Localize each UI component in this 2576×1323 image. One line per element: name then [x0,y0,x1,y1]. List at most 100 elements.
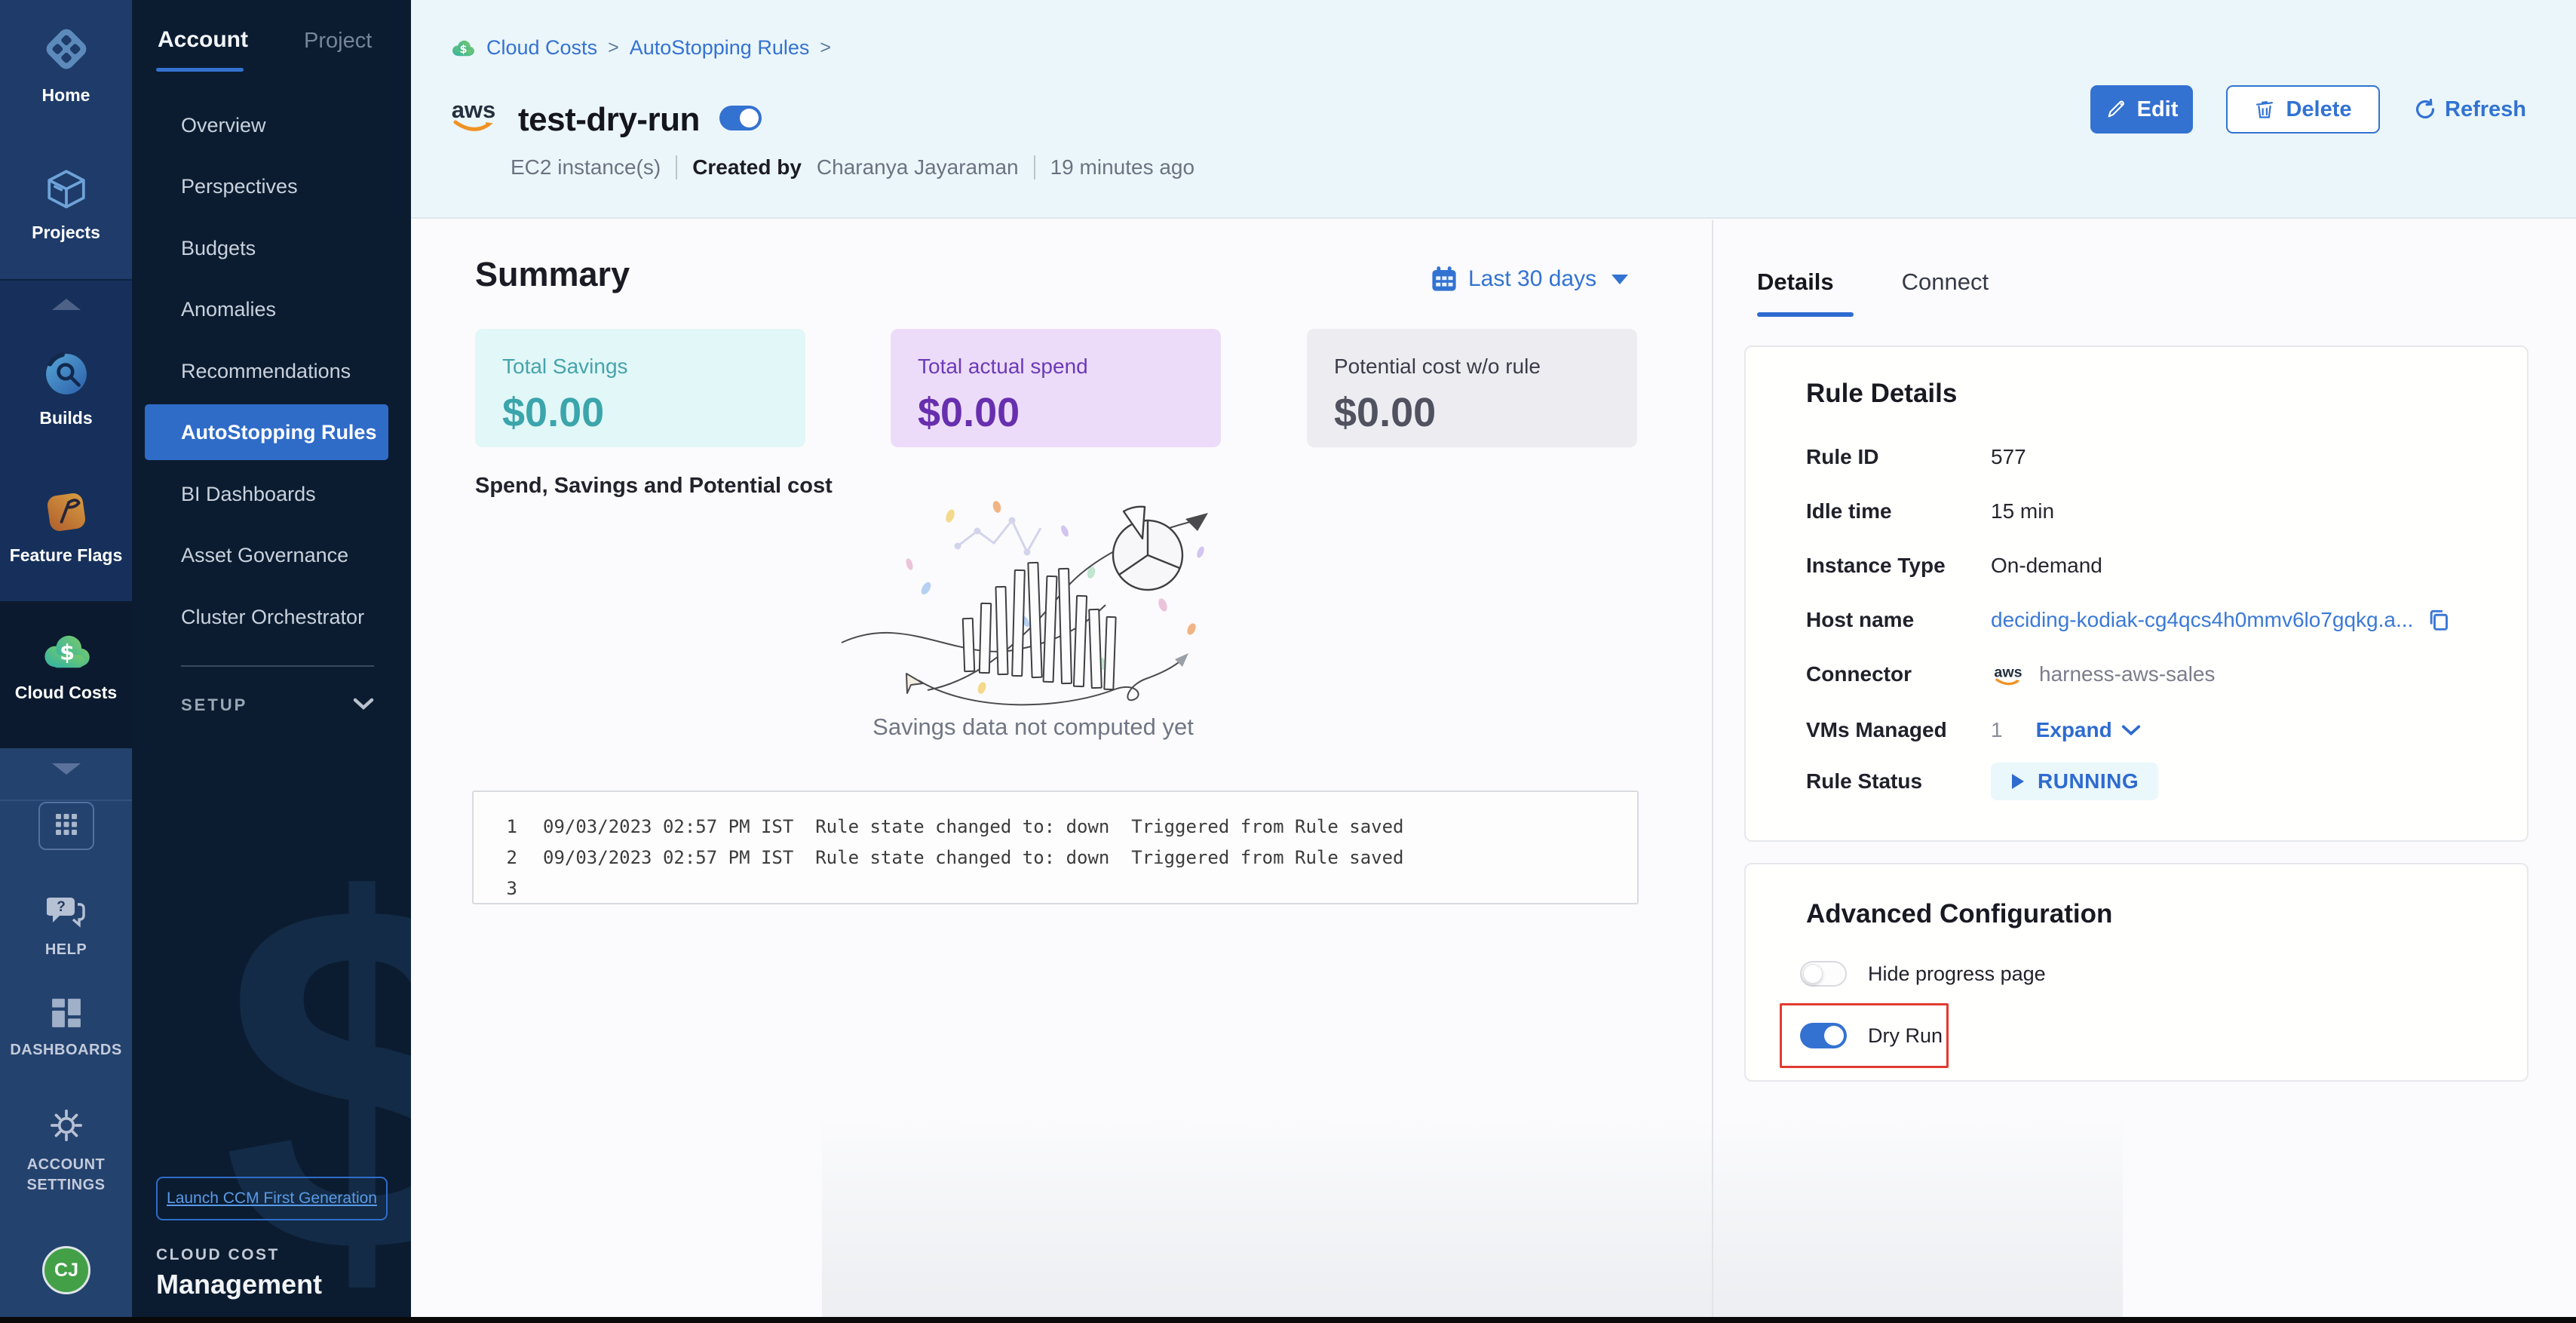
dollar-watermark: $ [222,800,411,1318]
hide-progress-toggle[interactable] [1800,961,1847,987]
calendar-icon [1431,266,1458,293]
potential-cost-label: Potential cost w/o rule [1334,355,1541,378]
sidebar-footer-kicker: CLOUD COST [156,1246,280,1263]
delete-button[interactable]: Delete [2226,85,2380,134]
breadcrumb-autostopping-rules[interactable]: AutoStopping Rules [629,36,810,59]
created-by-label: Created by [692,155,802,179]
rail-item-cloud-costs[interactable]: $ Cloud Costs [0,632,132,703]
sidebar-item-recommendations[interactable]: Recommendations [181,360,351,382]
chevron-down-icon [51,763,81,775]
idle-time-value: 15 min [1991,499,2055,523]
breadcrumb-cloud-costs[interactable]: Cloud Costs [486,36,598,59]
sidebar-item-budgets[interactable]: Budgets [181,237,256,259]
cloud-costs-sidebar: $ Account Project Overview Perspectives … [132,0,411,1317]
rule-id-value: 577 [1991,445,2026,468]
projects-cube-icon [44,167,88,215]
sidebar-footer-title: Management [156,1269,323,1300]
tab-account[interactable]: Account [158,27,248,52]
rail-collapse-down[interactable] [0,763,132,775]
setup-label: SETUP [181,695,248,714]
cloud-costs-breadcrumb-icon: $ [450,38,476,58]
dry-run-row: Dry Run [1800,1023,1943,1048]
rule-status-row: Rule Status RUNNING [1806,760,2485,803]
rail-item-account-settings[interactable]: ACCOUNT SETTINGS [0,1107,132,1196]
connector-row: Connector aws harness-aws-sales [1806,653,2485,695]
refresh-button[interactable]: Refresh [2413,85,2526,134]
rule-enabled-toggle[interactable] [719,106,762,130]
rail-item-dashboards[interactable]: DASHBOARDS [0,997,132,1061]
module-picker-button[interactable] [38,802,94,850]
sidebar-divider [181,665,374,667]
vms-managed-row: VMs Managed 1 Expand [1806,709,2485,751]
tab-account-underline [156,68,244,72]
rail-collapse-up[interactable] [0,299,132,310]
rule-event-log[interactable]: 1 09/03/2023 02:57 PM IST Rule state cha… [472,790,1639,904]
sidebar-item-asset-governance[interactable]: Asset Governance [181,544,349,566]
instance-type-row: Instance Type On-demand [1806,554,2102,577]
rail-divider [0,279,132,281]
header-actions: Edit Delete Refresh [2090,85,2526,134]
date-range-selector[interactable]: Last 30 days [1431,266,1639,293]
breadcrumb: $ Cloud Costs > AutoStopping Rules > [450,36,831,60]
cloud-costs-icon: $ [40,632,93,675]
summary-heading: Summary [475,255,630,293]
pencil-icon [2105,99,2127,120]
chevron-down-icon [2121,725,2140,736]
help-chat-icon: ? [45,894,86,932]
advanced-config-heading: Advanced Configuration [1806,899,2113,929]
builds-icon [44,351,89,401]
created-ago: 19 minutes ago [1050,155,1195,179]
svg-text:aws: aws [452,97,496,123]
user-avatar[interactable]: CJ [42,1246,90,1294]
feature-flags-icon [44,490,88,538]
rail-label-projects: Projects [32,223,100,242]
rail-label-builds: Builds [39,408,93,428]
sidebar-item-anomalies[interactable]: Anomalies [181,298,277,321]
rail-item-feature-flags[interactable]: Feature Flags [0,490,132,566]
tab-details-underline [1757,312,1854,317]
total-actual-spend-card: Total actual spend $0.00 [891,329,1221,447]
edit-button[interactable]: Edit [2090,85,2193,134]
sidebar-setup-group[interactable]: SETUP [181,695,374,715]
hide-progress-row: Hide progress page [1800,961,2046,987]
rail-item-projects[interactable]: Projects [0,167,132,243]
copy-icon[interactable] [2427,608,2451,632]
rail-label-settings: SETTINGS [26,1177,106,1193]
chart-section-title: Spend, Savings and Potential cost [475,474,833,498]
empty-chart-note: Savings data not computed yet [872,714,1194,740]
sidebar-item-autostopping-rules[interactable]: AutoStopping Rules [145,404,388,460]
tab-project[interactable]: Project [304,29,373,53]
rule-status-badge: RUNNING [1991,763,2159,800]
rail-item-help[interactable]: ? HELP [0,894,132,960]
sidebar-item-perspectives[interactable]: Perspectives [181,175,298,198]
sidebar-item-cluster-orchestrator[interactable]: Cluster Orchestrator [181,606,365,628]
empty-chart-illustration [837,499,1229,714]
harness-logo-icon [41,24,91,78]
connector-value: harness-aws-sales [2039,662,2216,686]
aws-logo-icon: aws [449,89,498,140]
advanced-configuration-card: Advanced Configuration Hide progress pag… [1744,863,2528,1082]
rail-label-help: HELP [44,941,87,958]
page-title: test-dry-run [518,101,700,138]
dry-run-toggle[interactable] [1800,1023,1847,1048]
sidebar-item-bi-dashboards[interactable]: BI Dashboards [181,483,316,505]
sidebar-item-overview[interactable]: Overview [181,114,266,137]
created-by-value: Charanya Jayaraman [816,155,1019,179]
potential-cost-card: Potential cost w/o rule $0.00 [1307,329,1637,447]
launch-ccm-first-gen-button[interactable]: Launch CCM First Generation [156,1177,388,1220]
dry-run-label: Dry Run [1868,1024,1943,1047]
rail-item-home[interactable]: Home [0,24,132,106]
potential-cost-value: $0.00 [1334,390,1437,435]
svg-text:$: $ [459,44,467,56]
tab-connect[interactable]: Connect [1901,269,1989,295]
chevron-down-icon [353,697,374,714]
vms-expand-link[interactable]: Expand [2036,718,2141,742]
rail-item-builds[interactable]: Builds [0,351,132,428]
host-name-link[interactable]: deciding-kodiak-cg4qcs4h0mmv6lo7gqkg.a..… [1991,608,2414,631]
log-line: 1 09/03/2023 02:57 PM IST Rule state cha… [506,816,1404,837]
tab-details[interactable]: Details [1757,269,1834,295]
trash-icon [2254,99,2275,120]
refresh-icon [2413,97,2437,121]
vms-count: 1 [1991,718,2003,741]
